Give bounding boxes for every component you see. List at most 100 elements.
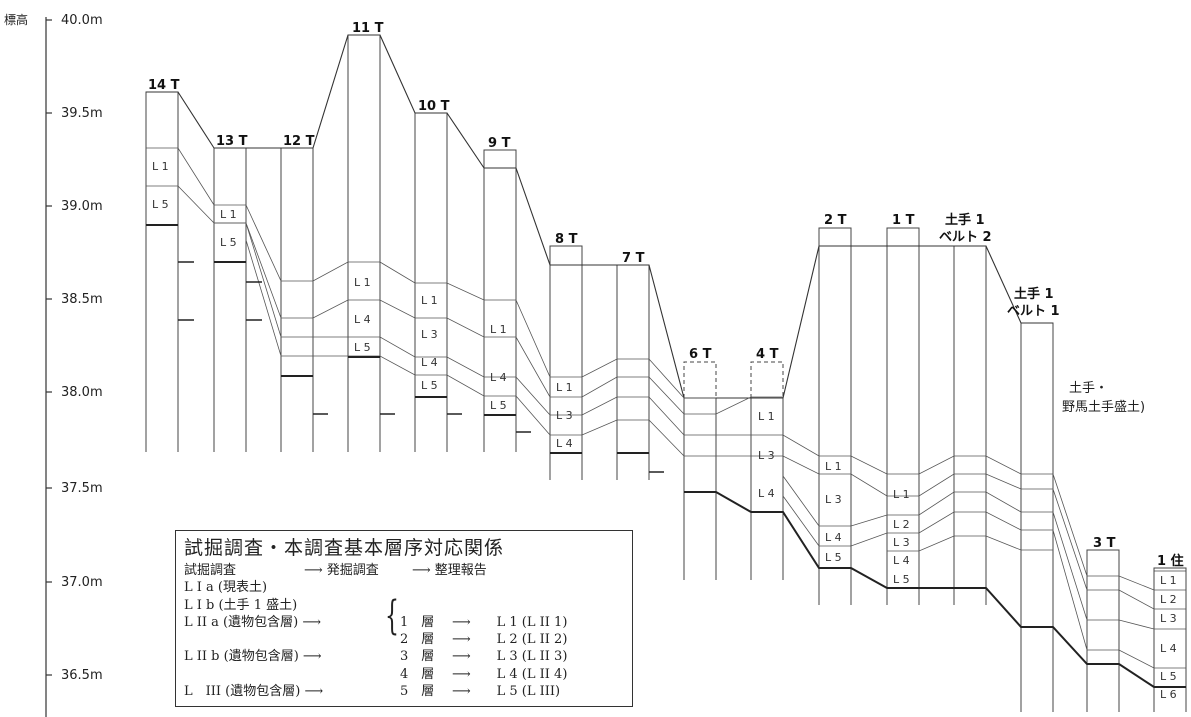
- trench-11t-column: [347, 34, 381, 452]
- trench-8t-column: [549, 245, 583, 480]
- trench-1t-column: [886, 227, 920, 605]
- step-marks: [178, 261, 664, 473]
- axis-tick-labels: 40.0m 39.5m 39.0m 38.5m 38.0m 37.5m 37.0…: [61, 13, 103, 683]
- trench-13t-column: [213, 147, 247, 452]
- tick-label-39-0: 39.0m: [61, 199, 103, 214]
- label-dote1-belt2-line1: 土手 1: [945, 212, 985, 228]
- tick-label-38-0: 38.0m: [61, 385, 103, 400]
- layer-label: L 4: [556, 437, 573, 450]
- label-dote1-belt2-line2: ベルト 2: [939, 230, 992, 245]
- trench-6t-column: [683, 397, 717, 580]
- label-dote1-belt1-line2: ベルト 1: [1007, 304, 1060, 319]
- label-11t: 11 T: [352, 21, 384, 36]
- tick-label-40-0: 40.0m: [61, 13, 103, 28]
- legend-excavation: 4 層: [400, 666, 435, 682]
- label-10t: 10 T: [418, 99, 450, 114]
- legend-row: L III (遺物包含層) ⟶ 5 層 ⟶ L 5 (L III): [184, 680, 632, 700]
- layer-label: L 5: [152, 198, 169, 211]
- trench-9t-column: [483, 149, 517, 452]
- base-line: [146, 224, 1186, 688]
- legend-row: 2 層 ⟶ L 2 (L II 2): [184, 628, 632, 648]
- legend-header-excavation: ⟶ 発掘調査: [304, 563, 379, 578]
- dashed-caps: [683, 361, 784, 398]
- layer-label: L 1: [220, 208, 237, 221]
- label-6t: 6 T: [689, 347, 712, 362]
- elevation-axis: [45, 17, 52, 717]
- legend-report: ⟶ L 2 (L II 2): [452, 632, 568, 648]
- label-3t: 3 T: [1093, 536, 1116, 551]
- legend-row: L I b (土手 1 盛土): [184, 594, 632, 613]
- legend-excavation: 3 層: [400, 649, 435, 665]
- tick-label-37-5: 37.5m: [61, 481, 103, 496]
- axis-label: 標高: [4, 12, 28, 27]
- legend-trial: L II b (遺物包含層) ⟶: [184, 649, 322, 665]
- trench-3t-column: [1086, 549, 1120, 712]
- trench-2t-column: [818, 227, 852, 605]
- layer-label: L 6: [1160, 688, 1177, 701]
- layer-label: L 4: [1160, 642, 1177, 655]
- layer-label: L 3: [421, 328, 438, 341]
- label-1t: 1 T: [892, 213, 915, 228]
- annotation-line-1: 土手・: [1069, 381, 1108, 396]
- trench-dote1-belt1-column: [1020, 322, 1054, 712]
- layer-label: L 5: [354, 341, 371, 354]
- trench-1ju-column: [1153, 567, 1187, 712]
- legend-trial: L I a (現表土): [184, 580, 268, 596]
- legend-row: L II b (遺物包含層) ⟶ 3 層 ⟶ L 3 (L II 3): [184, 645, 632, 665]
- layer-label: L 3: [893, 536, 910, 549]
- legend-row: L I a (現表土): [184, 576, 632, 596]
- tick-label-39-5: 39.5m: [61, 106, 103, 121]
- legend-row: 4 層 ⟶ L 4 (L II 4): [184, 663, 632, 682]
- layer-label: L 5: [490, 399, 507, 412]
- legend-trial: L I b (土手 1 盛土): [184, 597, 298, 613]
- label-12t: 12 T: [283, 134, 315, 149]
- layer-label: L 4: [758, 487, 775, 500]
- layer-label: L 1: [556, 381, 573, 394]
- trench-10t-column: [414, 112, 448, 452]
- label-9t: 9 T: [488, 136, 511, 151]
- layer-label: L 3: [556, 409, 573, 422]
- layer-label: L 1: [421, 294, 438, 307]
- legend-report: ⟶ L 3 (L II 3): [452, 649, 568, 665]
- legend-excavation: 2 層: [400, 632, 435, 648]
- layer-label: L 1: [893, 488, 910, 501]
- layer-label: L 4: [421, 356, 438, 369]
- layer-label: L 5: [825, 551, 842, 564]
- layer-label: L 1: [1160, 574, 1177, 587]
- layer-label: L 5: [421, 379, 438, 392]
- layer-label: L 3: [825, 493, 842, 506]
- label-7t: 7 T: [622, 251, 645, 266]
- label-14t: 14 T: [148, 78, 180, 93]
- trench-labels: 14 T 13 T 12 T 11 T 10 T 9 T 8 T 7 T 6 T…: [148, 21, 1184, 569]
- trench-12t-column: [280, 147, 314, 452]
- legend-header-row: 試掘調査 ⟶ 発掘調査 ⟶ 整理報告: [184, 559, 632, 578]
- legend-row: L II a (遺物包含層) ⟶ 1 層 ⟶ L 1 (L II 1): [184, 611, 632, 630]
- layer-label: L 1: [354, 276, 371, 289]
- label-1ju: 1 住: [1157, 553, 1184, 569]
- trench-14t-column: [145, 91, 179, 452]
- tick-label-36-5: 36.5m: [61, 668, 103, 683]
- trench-7t-column: [616, 264, 650, 480]
- layer-label: L 3: [758, 449, 775, 462]
- label-dote1-belt1-line1: 土手 1: [1014, 286, 1054, 302]
- layer-label: L 1: [490, 323, 507, 336]
- legend-trial: L III (遺物包含層) ⟶: [184, 684, 324, 700]
- annotation-line-2: 野馬土手盛土): [1062, 400, 1145, 415]
- legend-header-trial: 試掘調査: [184, 563, 237, 578]
- legend-title: 試掘調査・本調査基本層序対応関係: [184, 537, 505, 559]
- layer-label: L 4: [354, 313, 371, 326]
- legend-brace: {: [385, 593, 399, 639]
- layer-label: L 1: [152, 160, 169, 173]
- layer-label: L 4: [825, 531, 842, 544]
- legend-report: ⟶ L 4 (L II 4): [452, 666, 568, 682]
- layer-label: L 2: [1160, 593, 1177, 606]
- tick-label-37-0: 37.0m: [61, 575, 103, 590]
- layer-label: L 4: [490, 371, 507, 384]
- tick-label-38-5: 38.5m: [61, 292, 103, 307]
- legend-report: ⟶ L 5 (L III): [452, 684, 561, 700]
- ground-surface-line: [146, 34, 1053, 399]
- legend-trial: L II a (遺物包含層) ⟶: [184, 614, 321, 630]
- layer-label: L 5: [220, 236, 237, 249]
- label-2t: 2 T: [824, 213, 847, 228]
